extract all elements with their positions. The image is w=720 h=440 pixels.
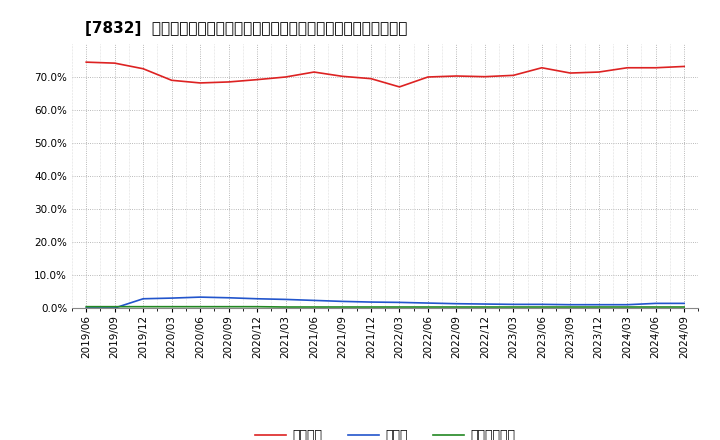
のれん [509, 302, 518, 307]
のれん [139, 296, 148, 301]
繰延税金資産 [253, 304, 261, 309]
繰延税金資産 [509, 304, 518, 310]
のれん [366, 299, 375, 304]
繰延税金資産 [680, 304, 688, 310]
のれん [196, 294, 204, 300]
自己資本 [566, 70, 575, 76]
繰延税金資産 [566, 304, 575, 310]
のれん [282, 297, 290, 302]
のれん [566, 302, 575, 307]
繰延税金資産 [282, 304, 290, 310]
繰延税金資産 [167, 304, 176, 309]
自己資本 [509, 73, 518, 78]
自己資本 [225, 79, 233, 84]
のれん [652, 301, 660, 306]
繰延税金資産 [366, 304, 375, 310]
自己資本 [480, 74, 489, 79]
繰延税金資産 [225, 304, 233, 309]
自己資本 [395, 84, 404, 90]
Line: のれん: のれん [86, 297, 684, 308]
自己資本 [282, 74, 290, 80]
自己資本 [196, 80, 204, 85]
繰延税金資産 [196, 304, 204, 309]
のれん [623, 302, 631, 307]
自己資本 [310, 70, 318, 75]
繰延税金資産 [338, 304, 347, 310]
自己資本 [623, 65, 631, 70]
のれん [167, 296, 176, 301]
のれん [423, 301, 432, 306]
自己資本 [167, 77, 176, 83]
のれん [338, 299, 347, 304]
繰延税金資産 [395, 304, 404, 310]
繰延税金資産 [595, 304, 603, 310]
自己資本 [139, 66, 148, 71]
のれん [595, 302, 603, 307]
繰延税金資産 [82, 304, 91, 309]
繰延税金資産 [139, 304, 148, 309]
Legend: 自己資本, のれん, 繰延税金資産: 自己資本, のれん, 繰延税金資産 [251, 424, 521, 440]
Line: 自己資本: 自己資本 [86, 62, 684, 87]
のれん [452, 301, 461, 306]
自己資本 [253, 77, 261, 82]
のれん [310, 298, 318, 303]
繰延税金資産 [480, 304, 489, 310]
繰延税金資産 [652, 304, 660, 310]
繰延税金資産 [423, 304, 432, 310]
自己資本 [423, 74, 432, 80]
自己資本 [595, 70, 603, 75]
のれん [537, 302, 546, 307]
のれん [480, 301, 489, 307]
自己資本 [338, 73, 347, 79]
自己資本 [452, 73, 461, 79]
のれん [82, 305, 91, 311]
Text: [7832]  自己資本、のれん、繰延税金資産の総資産に対する比率の推移: [7832] 自己資本、のれん、繰延税金資産の総資産に対する比率の推移 [84, 21, 407, 36]
繰延税金資産 [110, 304, 119, 309]
自己資本 [652, 65, 660, 70]
繰延税金資産 [623, 304, 631, 310]
のれん [253, 296, 261, 301]
繰延税金資産 [452, 304, 461, 310]
自己資本 [110, 60, 119, 66]
自己資本 [366, 76, 375, 81]
のれん [395, 300, 404, 305]
のれん [110, 305, 119, 311]
繰延税金資産 [310, 304, 318, 310]
自己資本 [82, 59, 91, 65]
のれん [680, 301, 688, 306]
自己資本 [537, 65, 546, 70]
のれん [225, 295, 233, 301]
繰延税金資産 [537, 304, 546, 310]
自己資本 [680, 64, 688, 69]
